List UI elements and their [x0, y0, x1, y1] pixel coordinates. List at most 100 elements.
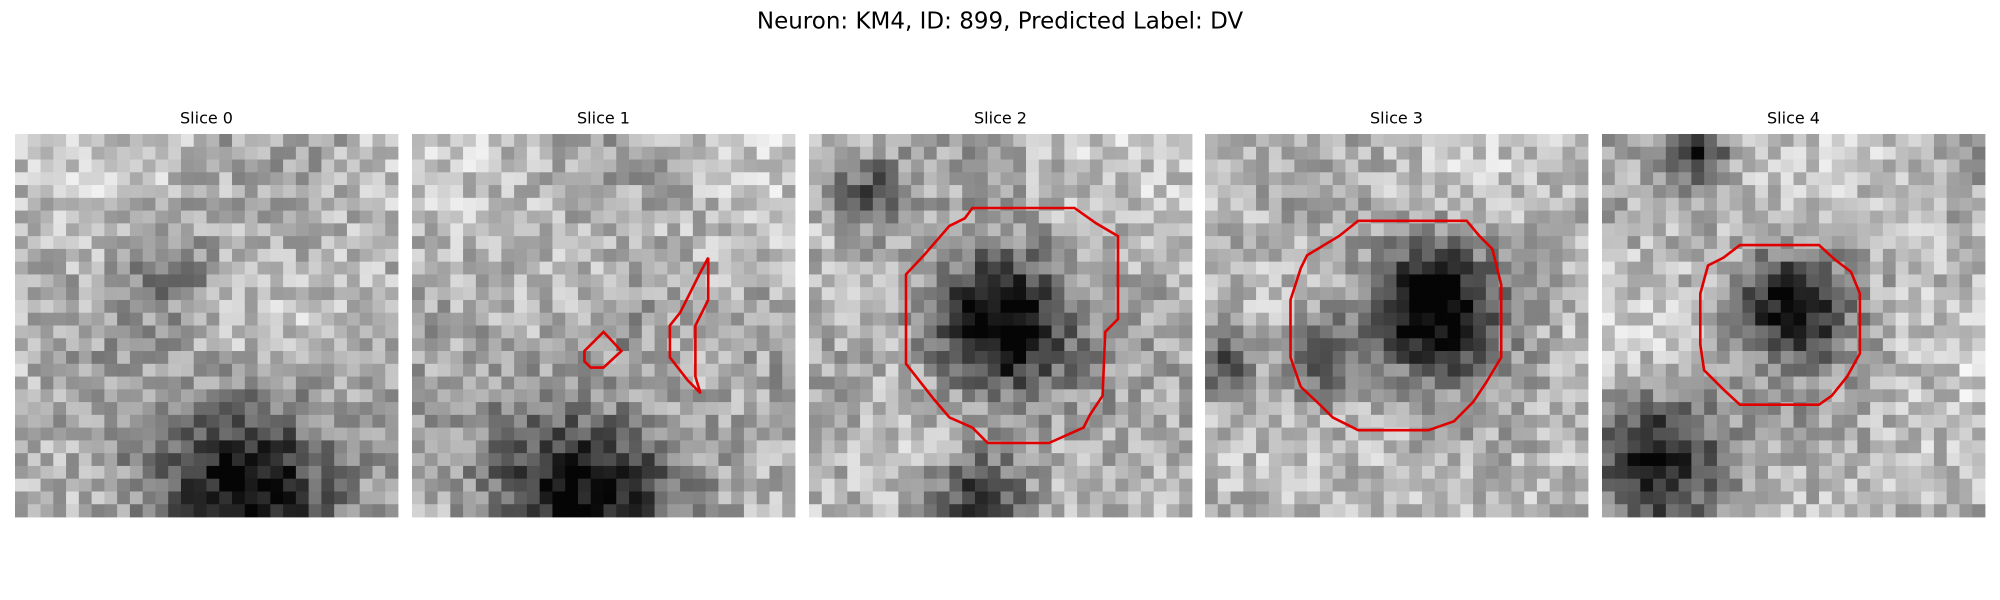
pixel	[117, 504, 131, 518]
pixel	[1972, 440, 1986, 454]
pixel	[834, 453, 848, 467]
pixel	[1447, 504, 1461, 518]
pixel	[577, 453, 592, 467]
pixel	[834, 491, 848, 505]
pixel	[1793, 389, 1807, 403]
pixel	[1511, 478, 1525, 492]
pixel	[244, 427, 258, 441]
pixel	[1153, 146, 1167, 160]
pixel	[731, 414, 745, 429]
pixel	[1575, 159, 1589, 173]
pixel	[680, 427, 694, 441]
pixel	[219, 287, 233, 301]
pixel	[463, 478, 477, 492]
pixel	[1640, 427, 1654, 441]
pixel	[565, 197, 579, 211]
pixel	[1051, 299, 1065, 314]
pixel	[911, 210, 925, 224]
pixel	[1640, 351, 1654, 365]
pixel	[1102, 299, 1116, 314]
pixel	[629, 504, 643, 518]
pixel	[539, 185, 553, 199]
pixel	[450, 427, 464, 441]
pixel	[53, 402, 67, 416]
pixel	[1665, 236, 1679, 250]
pixel	[1640, 261, 1654, 275]
pixel	[1793, 427, 1807, 441]
pixel	[1128, 261, 1142, 275]
pixel	[1614, 210, 1628, 224]
pixel	[692, 210, 707, 224]
pixel	[949, 185, 963, 199]
pixel	[40, 236, 54, 250]
pixel	[91, 504, 105, 518]
pixel	[769, 325, 783, 339]
pixel	[1345, 402, 1359, 416]
pixel	[295, 274, 310, 288]
pixel	[1870, 504, 1884, 518]
pixel	[692, 453, 707, 467]
pixel	[860, 146, 874, 160]
pixel	[1434, 248, 1448, 263]
pixel	[885, 491, 899, 505]
pixel	[577, 440, 592, 454]
pixel	[1562, 172, 1576, 186]
pixel	[1511, 389, 1525, 403]
pixel	[1268, 389, 1282, 403]
pixel	[450, 210, 464, 224]
pixel	[705, 465, 719, 480]
pixel	[1831, 172, 1845, 186]
pixel	[1064, 376, 1078, 390]
pixel	[1562, 389, 1576, 403]
pixel	[1051, 274, 1065, 288]
pixel	[680, 185, 694, 199]
pixel	[346, 351, 361, 365]
pixel	[488, 236, 502, 250]
pixel	[1319, 248, 1334, 263]
pixel	[66, 274, 80, 288]
pixel	[424, 197, 438, 211]
pixel	[15, 287, 29, 301]
pixel	[424, 312, 438, 326]
pixel	[809, 159, 823, 173]
pixel	[629, 465, 643, 480]
pixel	[1870, 210, 1884, 224]
pixel	[1026, 236, 1040, 250]
pixel	[129, 185, 144, 199]
pixel	[1307, 185, 1321, 199]
pixel	[872, 287, 886, 301]
pixel	[923, 287, 938, 301]
pixel	[1933, 414, 1948, 429]
pixel	[987, 504, 1001, 518]
pixel	[1345, 478, 1359, 492]
pixel	[385, 261, 399, 275]
pixel	[346, 338, 361, 352]
pixel	[206, 363, 220, 377]
pixel	[692, 287, 707, 301]
pixel	[1908, 363, 1922, 377]
pixel	[1319, 185, 1334, 199]
pixel	[1307, 465, 1321, 480]
pixel	[53, 453, 67, 467]
pixel	[1370, 478, 1385, 492]
pixel	[168, 491, 182, 505]
pixel	[219, 389, 233, 403]
pixel	[463, 299, 477, 314]
pixel	[372, 159, 386, 173]
pixel	[270, 504, 284, 518]
pixel	[437, 223, 451, 237]
pixel	[923, 185, 938, 199]
pixel	[1077, 287, 1091, 301]
pixel	[412, 453, 426, 467]
pixel	[1536, 236, 1551, 250]
pixel	[1614, 185, 1628, 199]
pixel	[1409, 223, 1423, 237]
pixel	[488, 376, 502, 390]
pixel	[244, 312, 258, 326]
pixel	[1511, 159, 1525, 173]
pixel	[1946, 248, 1960, 263]
pixel	[308, 478, 322, 492]
pixel	[962, 236, 976, 250]
pixel	[834, 465, 848, 480]
pixel	[193, 299, 207, 314]
